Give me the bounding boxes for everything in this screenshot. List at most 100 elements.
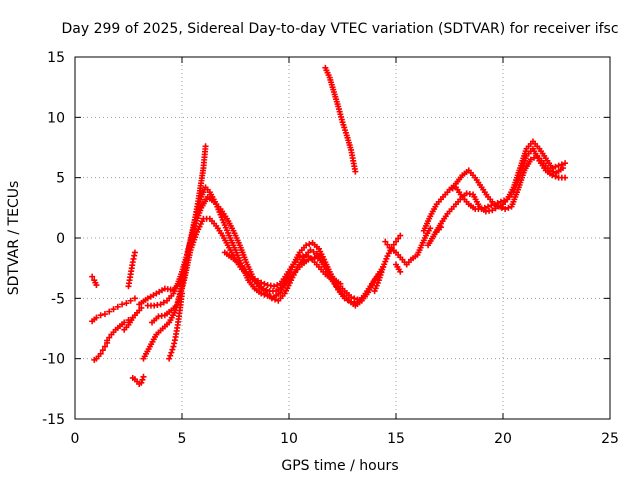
y-tick-label: -5	[51, 291, 65, 307]
y-axis-label: SDTVAR / TECUs	[6, 181, 22, 296]
series-track-15	[371, 232, 404, 295]
data-point	[314, 255, 321, 262]
data-point	[97, 312, 104, 319]
x-tick-label: 20	[494, 431, 512, 447]
data-point	[296, 254, 303, 261]
data-point	[169, 346, 176, 353]
data-point	[492, 205, 499, 212]
series-track-19	[425, 152, 566, 249]
chart-title: Day 299 of 2025, Sidereal Day-to-day VTE…	[61, 21, 618, 37]
series-track-2	[89, 295, 138, 325]
x-tick-label: 15	[387, 431, 405, 447]
data-point	[104, 337, 111, 344]
data-point	[437, 224, 444, 231]
data-point	[390, 241, 397, 248]
y-tick-label: 0	[56, 231, 65, 247]
data-point	[167, 352, 174, 359]
data-point	[303, 242, 310, 249]
series-track-5	[125, 249, 138, 290]
series-track-1	[89, 273, 100, 289]
series-track-12	[166, 290, 185, 362]
data-point	[501, 197, 508, 204]
y-tick-label: -15	[42, 412, 65, 428]
data-point	[352, 168, 359, 175]
data-point	[110, 306, 117, 313]
data-point	[562, 160, 569, 167]
data-point	[274, 282, 281, 289]
data-point	[168, 349, 175, 356]
series-track-17	[393, 261, 404, 275]
data-point	[558, 161, 565, 168]
data-point	[106, 308, 113, 315]
data-points	[89, 64, 569, 388]
x-tick-label: 0	[71, 431, 80, 447]
data-point	[93, 314, 100, 321]
data-point	[166, 355, 173, 362]
data-point	[485, 203, 492, 210]
data-point	[382, 238, 389, 245]
data-point	[531, 154, 538, 161]
data-point	[397, 268, 404, 275]
data-point	[131, 295, 138, 302]
data-point	[449, 185, 456, 192]
data-point	[502, 206, 509, 213]
data-point	[140, 373, 147, 380]
data-point	[179, 290, 185, 297]
data-point	[268, 295, 275, 302]
data-point	[202, 143, 209, 150]
data-point	[384, 241, 391, 248]
data-point	[272, 296, 279, 303]
data-point	[494, 202, 501, 209]
y-tick-label: 15	[47, 50, 65, 66]
data-point	[562, 174, 569, 181]
data-point	[310, 248, 317, 255]
x-tick-label: 5	[178, 431, 187, 447]
data-point	[138, 304, 145, 311]
series-track-13	[221, 249, 344, 295]
data-point	[549, 172, 556, 179]
data-point	[263, 286, 270, 293]
data-point	[123, 300, 130, 307]
data-point	[395, 235, 402, 242]
series-track-6	[121, 304, 145, 333]
axis-ticks	[74, 56, 611, 420]
data-point	[549, 165, 556, 172]
data-point	[305, 256, 312, 263]
data-point	[127, 297, 134, 304]
data-point	[552, 173, 559, 180]
data-point	[260, 285, 267, 292]
data-point	[101, 343, 108, 350]
x-tick-label: 25	[601, 431, 619, 447]
data-point	[139, 376, 146, 383]
data-point	[119, 301, 126, 308]
data-point	[299, 253, 306, 260]
data-point	[121, 319, 128, 326]
data-point	[160, 299, 167, 306]
data-point	[258, 290, 265, 297]
data-point	[131, 249, 138, 256]
data-point	[106, 334, 113, 341]
y-tick-label: 10	[47, 110, 65, 126]
data-point	[261, 280, 268, 287]
data-point	[93, 282, 100, 289]
data-point	[99, 347, 106, 354]
data-point	[354, 296, 361, 303]
series-track-8	[140, 184, 387, 362]
data-point	[427, 225, 434, 232]
data-point	[505, 204, 512, 211]
data-point	[308, 255, 315, 262]
series-track-21	[433, 224, 444, 235]
data-point	[489, 207, 496, 214]
data-point	[271, 283, 278, 290]
series-track-16	[382, 225, 434, 268]
data-point	[550, 168, 557, 175]
data-point	[527, 156, 534, 163]
series-track-7	[129, 373, 147, 388]
data-point	[348, 294, 355, 301]
x-tick-labels: 0 5 10 15 20 25	[71, 431, 619, 447]
data-point	[114, 303, 121, 310]
data-point	[351, 295, 358, 302]
data-point	[488, 202, 495, 209]
data-point	[552, 163, 559, 170]
data-point	[307, 247, 314, 254]
